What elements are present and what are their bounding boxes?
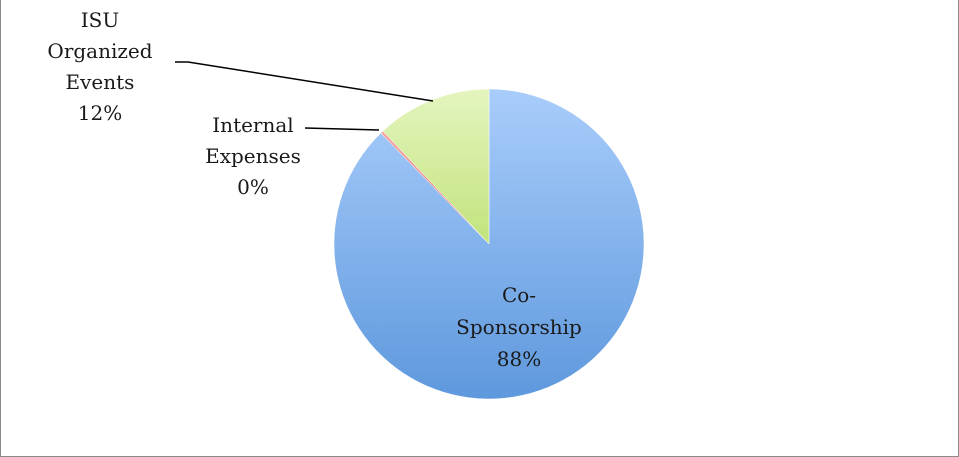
slice-labels: Co- Sponsorship 88% Internal Expenses 0% ISU Or… <box>47 8 581 371</box>
percent-label-co--sponsorship: 88% <box>497 347 541 371</box>
leader-lines <box>175 61 434 131</box>
pie-slices <box>333 88 645 400</box>
slice-label-isu-organized-events-line-3: Events <box>66 70 135 94</box>
pie-slice-isu-organized-events <box>382 88 490 245</box>
slice-label-co--sponsorship-line-2: Sponsorship <box>456 315 582 339</box>
leader-line-internal-expenses <box>304 127 380 131</box>
slice-label-isu-organized-events-line-1: ISU <box>81 8 119 32</box>
slice-label-internal-expenses-line-2: Expenses <box>205 144 301 168</box>
slice-label-internal-expenses-line-1: Internal <box>212 113 293 137</box>
leader-line-isu-organized-events <box>175 61 434 102</box>
percent-label-internal-expenses: 0% <box>237 175 269 199</box>
percent-label-isu-organized-events: 12% <box>78 101 122 125</box>
slice-label-co--sponsorship-line-1: Co- <box>502 283 536 307</box>
slice-label-isu-organized-events-line-2: Organized <box>47 39 152 63</box>
